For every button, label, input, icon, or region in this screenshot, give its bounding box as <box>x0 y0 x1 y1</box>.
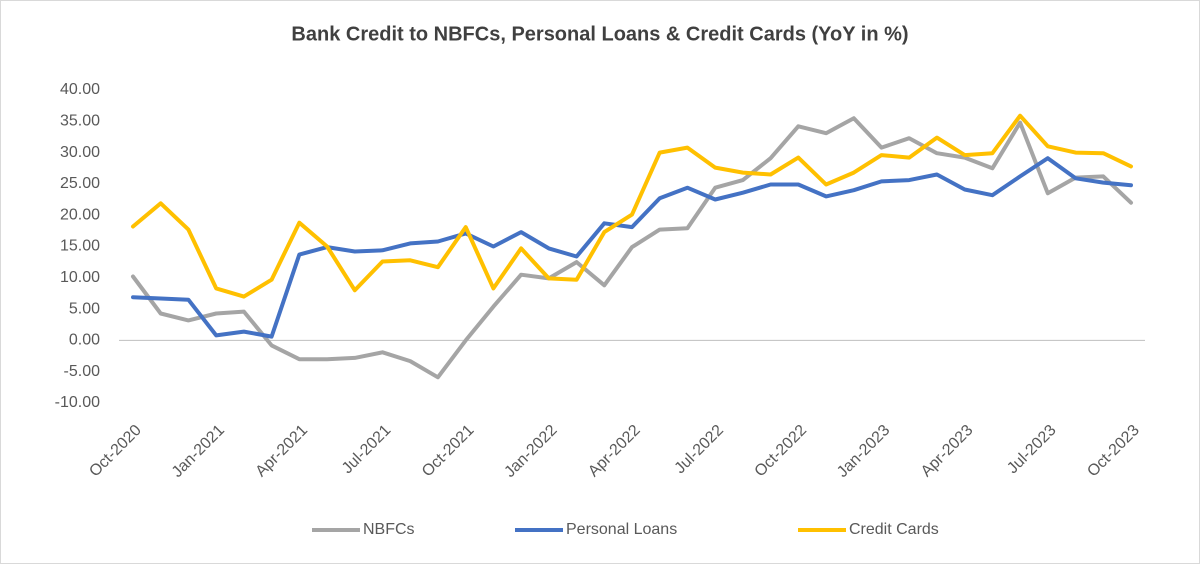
series-line <box>131 116 1133 380</box>
y-tick-label: 0.00 <box>69 332 100 349</box>
y-tick-label: 25.00 <box>60 175 100 192</box>
chart-title: Bank Credit to NBFCs, Personal Loans & C… <box>291 23 908 45</box>
y-tick-label: 5.00 <box>69 300 100 317</box>
legend-label: Credit Cards <box>849 521 939 538</box>
y-tick-label: 40.00 <box>60 81 100 98</box>
y-tick-label: -5.00 <box>64 363 101 380</box>
series-line <box>131 156 1133 339</box>
legend-label: Personal Loans <box>566 521 677 538</box>
y-tick-label: 30.00 <box>60 144 100 161</box>
legend-label: NBFCs <box>363 521 415 538</box>
y-tick-label: 20.00 <box>60 206 100 223</box>
y-tick-label: 15.00 <box>60 238 100 255</box>
series-line <box>131 113 1133 299</box>
y-tick-label: -10.00 <box>55 394 100 411</box>
y-tick-label: 35.00 <box>60 113 100 130</box>
y-tick-label: 10.00 <box>60 269 100 286</box>
